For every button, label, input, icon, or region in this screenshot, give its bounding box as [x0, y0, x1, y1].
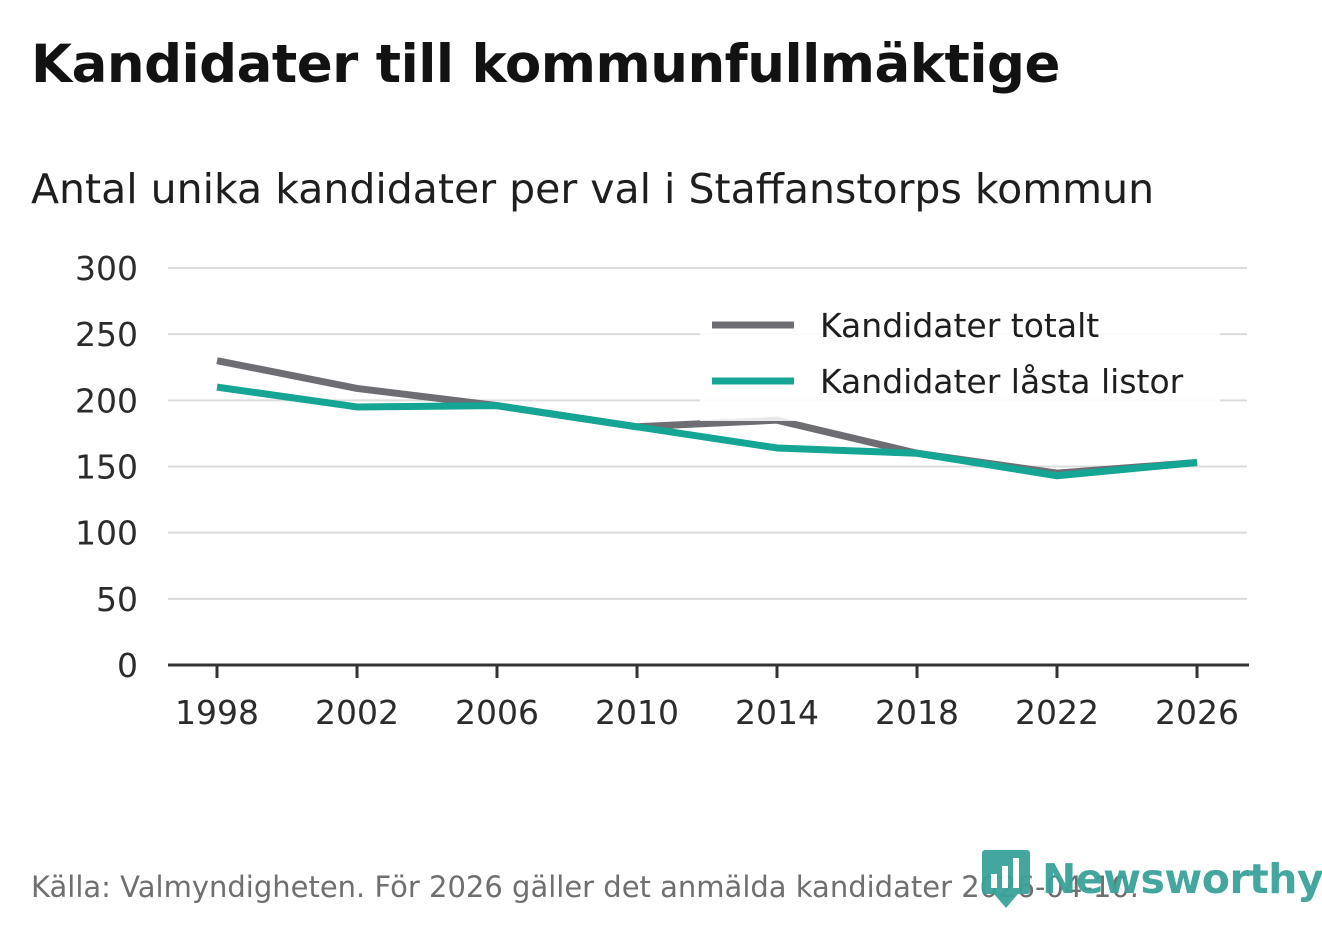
legend: Kandidater totalt Kandidater låsta listor — [700, 303, 1220, 421]
y-tick-label-50: 50 — [96, 580, 138, 619]
source-note: Källa: Valmyndigheten. För 2026 gäller d… — [31, 870, 1139, 904]
x-tick-label-2026: 2026 — [1155, 693, 1239, 732]
legend-label-locked: Kandidater låsta listor — [820, 362, 1184, 401]
y-tick-label-100: 100 — [75, 514, 138, 553]
chart-title: Kandidater till kommunfullmäktige — [31, 34, 1060, 95]
y-axis-ticks: 0 50 100 150 200 250 300 — [75, 249, 138, 685]
y-tick-label-0: 0 — [117, 646, 138, 685]
legend-label-total: Kandidater totalt — [820, 306, 1099, 345]
x-tick-label-2002: 2002 — [315, 693, 399, 732]
chart-subtitle: Antal unika kandidater per val i Staffan… — [31, 165, 1155, 213]
x-tick-label-2010: 2010 — [595, 693, 679, 732]
y-tick-label-150: 150 — [75, 448, 138, 487]
series-lines — [216, 357, 1198, 480]
y-tick-label-250: 250 — [75, 315, 138, 354]
x-tick-label-1998: 1998 — [175, 693, 259, 732]
y-tick-label-300: 300 — [75, 249, 138, 288]
bar-chart-pin-icon — [982, 850, 1030, 908]
x-tick-label-2006: 2006 — [455, 693, 539, 732]
x-tick-label-2018: 2018 — [875, 693, 959, 732]
x-tick-label-2014: 2014 — [735, 693, 819, 732]
brand-name: Newsworthy — [1042, 855, 1322, 903]
y-tick-label-200: 200 — [75, 381, 138, 420]
series-line-locked — [216, 383, 1198, 480]
x-axis-ticks: 1998 2002 2006 2010 2014 2018 2022 2026 — [175, 665, 1239, 732]
x-tick-label-2022: 2022 — [1015, 693, 1099, 732]
brand-logo: Newsworthy — [982, 850, 1322, 908]
